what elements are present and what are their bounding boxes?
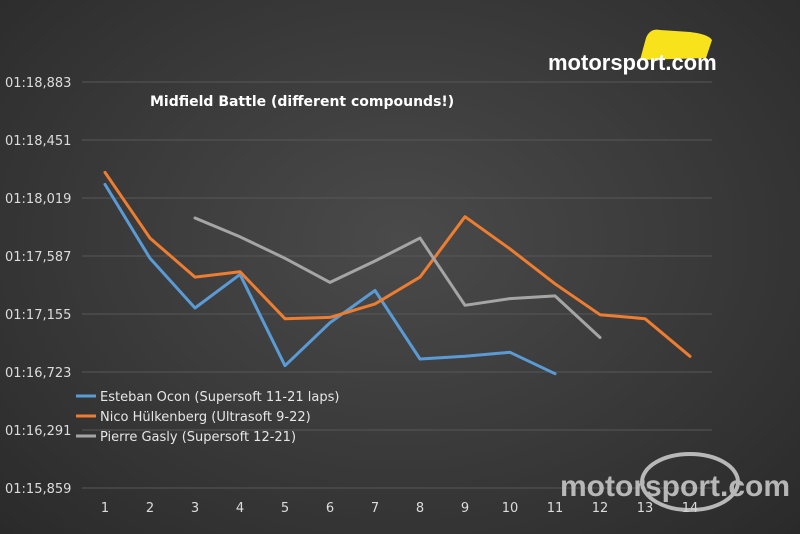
watermark-logo: motorsport.com xyxy=(560,452,790,512)
x-tick-label: 10 xyxy=(502,501,519,516)
series-line-3 xyxy=(193,216,602,339)
x-tick-label: 2 xyxy=(146,501,154,516)
x-tick-label: 1 xyxy=(101,501,109,516)
legend: Esteban Ocon (Supersoft 11-21 laps) Nico … xyxy=(76,390,339,445)
y-axis-ticks: 01:18,883 01:18,451 01:18,019 01:17,587 01:1… xyxy=(5,76,71,497)
watermark-swoosh xyxy=(640,452,740,512)
y-tick-label: 01:16,723 xyxy=(5,366,71,381)
logo-text: motorsport.com xyxy=(548,50,717,75)
x-tick-label: 3 xyxy=(191,501,199,516)
x-tick-label: 4 xyxy=(236,501,244,516)
x-tick-label: 6 xyxy=(326,501,334,516)
x-tick-label: 7 xyxy=(371,501,379,516)
y-tick-label: 01:17,155 xyxy=(5,308,71,323)
motorsport-logo: motorsport.com xyxy=(548,29,717,75)
y-tick-label: 01:16,291 xyxy=(5,424,71,439)
x-tick-label: 12 xyxy=(592,501,609,516)
x-tick-label: 11 xyxy=(547,501,564,516)
y-tick-label: 01:15,859 xyxy=(5,482,71,497)
y-tick-label: 01:18,019 xyxy=(5,192,71,207)
grid-lines xyxy=(82,81,712,489)
chart-title: Midfield Battle (different compounds!) xyxy=(150,94,454,110)
y-tick-label: 01:18,883 xyxy=(5,76,71,91)
legend-label: Esteban Ocon (Supersoft 11-21 laps) xyxy=(100,390,339,405)
watermark-text: motorsport.com xyxy=(560,470,790,503)
y-tick-label: 01:17,587 xyxy=(5,250,71,265)
legend-label: Pierre Gasly (Supersoft 12-21) xyxy=(100,430,296,445)
x-tick-label: 8 xyxy=(416,501,424,516)
x-tick-label: 13 xyxy=(637,501,654,516)
y-tick-label: 01:18,451 xyxy=(5,134,71,149)
series-line-2 xyxy=(103,170,692,358)
series-lines xyxy=(103,170,692,376)
x-axis-ticks: 1 2 3 4 5 6 7 8 9 10 11 12 13 14 xyxy=(101,501,698,516)
x-tick-label: 9 xyxy=(461,501,469,516)
series-line-1 xyxy=(103,182,557,376)
logo-yellow-swoosh xyxy=(640,29,712,60)
x-tick-label: 5 xyxy=(281,501,289,516)
legend-label: Nico Hülkenberg (Ultrasoft 9-22) xyxy=(100,410,311,425)
